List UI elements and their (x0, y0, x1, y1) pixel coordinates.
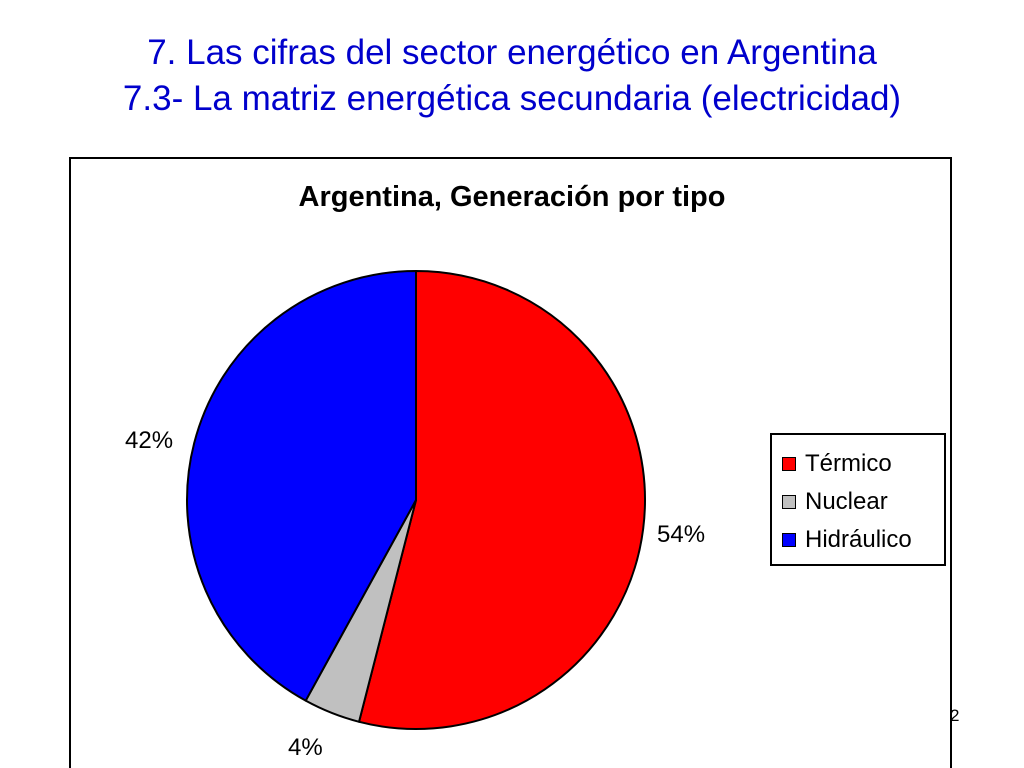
legend-swatch-termico (782, 457, 796, 471)
slide-title-line-1: 7. Las cifras del sector energético en A… (147, 33, 877, 72)
slice-label-nuclear: 4% (288, 734, 323, 761)
slice-label-hidraulico: 42% (125, 427, 174, 454)
legend-swatch-nuclear (782, 495, 796, 509)
legend-swatch-hidraulico (782, 533, 796, 547)
legend-label-nuclear: Nuclear (805, 488, 888, 515)
pie-slice-hidraulico (186, 270, 417, 702)
pie-slice-termico (358, 270, 646, 730)
chart-title: Argentina, Generación por tipo (298, 181, 726, 213)
chart-legend: Térmico Nuclear Hidráulico (770, 433, 946, 566)
slide-title: 7. Las cifras del sector energético en A… (0, 30, 1024, 122)
legend-label-hidraulico: Hidráulico (805, 526, 912, 553)
page-number: 2 (950, 706, 960, 725)
legend-item-nuclear: Nuclear (772, 483, 944, 521)
slide-title-line-2: 7.3- La matriz energética secundaria (el… (122, 79, 902, 118)
legend-item-hidraulico: Hidráulico (772, 521, 944, 559)
slice-label-termico: 54% (657, 521, 706, 548)
legend-item-termico: Térmico (772, 445, 944, 483)
legend-label-termico: Térmico (805, 450, 892, 477)
